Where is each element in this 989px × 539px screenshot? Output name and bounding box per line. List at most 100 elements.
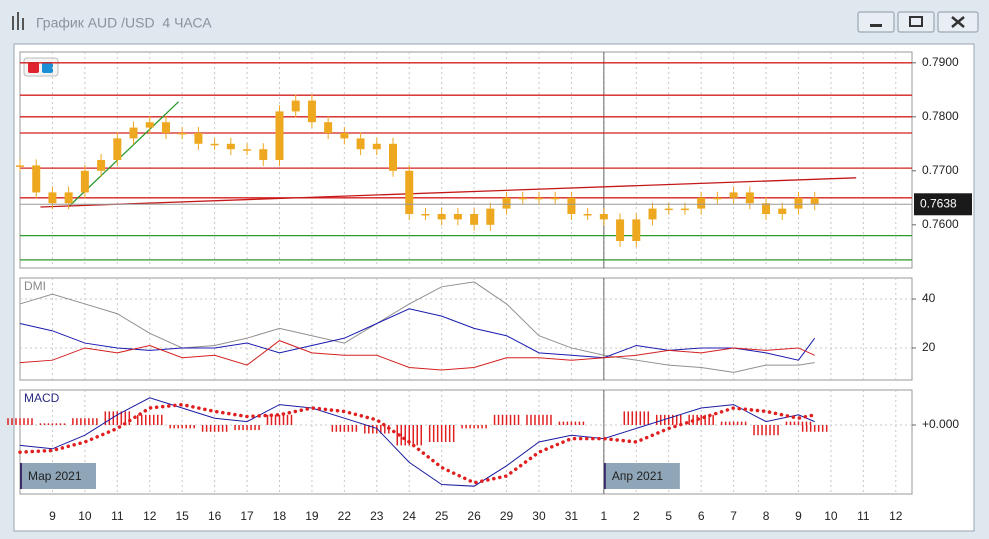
restore-button[interactable]	[897, 11, 935, 33]
x-tick-label: 23	[370, 509, 384, 523]
candle	[599, 214, 608, 220]
candle	[243, 149, 252, 151]
y-tick-label: 20	[922, 340, 936, 354]
candle	[113, 138, 122, 160]
candle	[745, 192, 754, 204]
candle	[259, 149, 268, 160]
app-icon	[12, 12, 24, 30]
candle	[778, 208, 787, 214]
x-tick-label: 1	[601, 509, 608, 523]
x-tick-label: 9	[795, 509, 802, 523]
dmi-line	[19, 340, 815, 371]
candle	[97, 160, 106, 171]
window-title: График AUD /USD 4 ЧАСА	[36, 15, 212, 31]
candle	[534, 197, 543, 200]
x-tick-label: 30	[532, 509, 546, 523]
candle	[340, 133, 349, 139]
candle	[518, 197, 527, 200]
x-tick-label: 11	[857, 509, 870, 523]
x-tick-label: 12	[143, 509, 157, 523]
candle	[486, 208, 495, 225]
x-tick-label: 8	[763, 509, 770, 523]
candle	[551, 197, 560, 200]
trend-line	[40, 177, 857, 208]
candle	[421, 214, 430, 216]
x-tick-label: 15	[176, 509, 190, 523]
candle	[48, 192, 57, 204]
candle	[453, 214, 462, 220]
candle	[80, 170, 89, 193]
x-tick-label: 2	[633, 509, 640, 523]
y-tick-label: 0.7600	[922, 217, 959, 231]
candle	[210, 143, 219, 146]
candle	[648, 208, 657, 220]
signal-line	[18, 402, 817, 485]
x-tick-label: 9	[49, 509, 56, 523]
candle	[762, 203, 771, 214]
y-tick-label: 40	[922, 291, 936, 305]
candle	[32, 165, 41, 193]
period-label-edge	[603, 463, 606, 489]
candle	[194, 133, 203, 144]
x-tick-label: 6	[698, 509, 705, 523]
candle	[64, 192, 73, 204]
pane-label: MACD	[24, 391, 60, 405]
period-label-edge	[20, 463, 22, 489]
x-tick-label: 7	[730, 509, 737, 523]
y-tick-label: 0.7900	[922, 55, 959, 69]
y-tick-label: 0.7700	[922, 163, 959, 177]
candle	[794, 197, 803, 209]
x-tick-label: 22	[338, 509, 352, 523]
last-price-label: 0.7638	[920, 196, 957, 210]
x-tick-label: 17	[240, 509, 254, 523]
x-tick-label: 19	[305, 509, 319, 523]
candle	[129, 127, 138, 139]
candle	[389, 143, 398, 171]
y-tick-label: +0.000	[922, 417, 959, 431]
candle	[437, 214, 446, 220]
candle	[810, 197, 819, 205]
candle	[567, 197, 576, 214]
candle	[178, 133, 187, 135]
last-price-box	[914, 193, 972, 216]
y-tick-label: 0.7800	[922, 109, 959, 123]
candle	[275, 111, 284, 160]
close-button[interactable]	[937, 11, 979, 33]
x-tick-label: 29	[500, 509, 514, 523]
x-tick-label: 26	[467, 509, 481, 523]
period-label-box	[20, 463, 96, 489]
period-label: Апр 2021	[612, 469, 664, 483]
x-tick-label: 24	[403, 509, 417, 523]
dmi-line	[19, 308, 816, 361]
candle	[697, 197, 706, 209]
candle	[616, 219, 625, 241]
x-tick-label: 31	[565, 509, 579, 523]
candle	[356, 138, 365, 150]
candle	[664, 208, 673, 211]
period-label-box	[603, 463, 680, 489]
candle	[161, 122, 170, 133]
candle	[583, 214, 592, 216]
candle	[372, 143, 381, 150]
candle	[729, 192, 738, 198]
candle	[470, 214, 479, 225]
x-tick-label: 11	[111, 509, 124, 523]
dmi-line	[19, 281, 815, 373]
candle	[713, 197, 722, 200]
candle	[307, 100, 316, 123]
macd-line	[19, 397, 815, 487]
candle	[16, 165, 24, 167]
candle	[226, 143, 235, 150]
x-tick-label: 16	[208, 509, 222, 523]
candle	[145, 122, 154, 128]
candle	[291, 100, 300, 112]
x-tick-label: 5	[665, 509, 672, 523]
x-tick-label: 10	[824, 509, 838, 523]
dmi-pane	[19, 277, 913, 381]
x-tick-label: 18	[273, 509, 287, 523]
minimize-button[interactable]	[857, 11, 895, 33]
x-tick-label: 25	[435, 509, 449, 523]
x-tick-label: 10	[78, 509, 92, 523]
